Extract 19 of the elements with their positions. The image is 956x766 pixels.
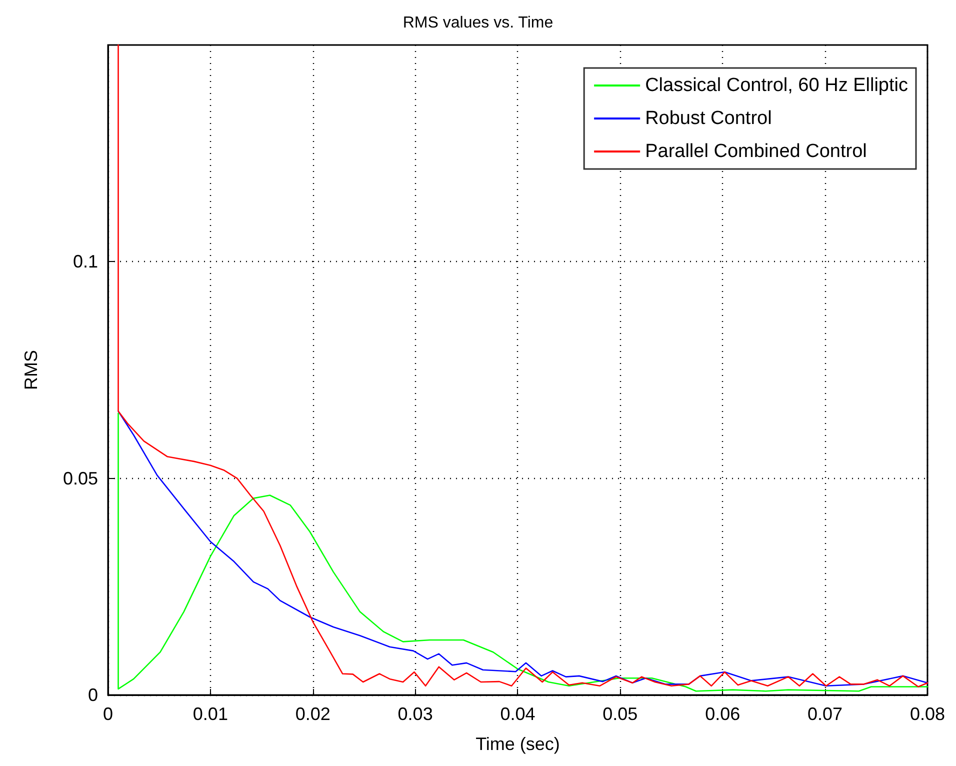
x-tick-label: 0.01 [192, 704, 228, 724]
x-tick-label: 0.04 [500, 704, 536, 724]
x-tick-label: 0.05 [602, 704, 638, 724]
x-tick-label: 0.06 [705, 704, 740, 724]
x-tick-label: 0.03 [398, 704, 433, 724]
y-tick-label: 0 [88, 685, 98, 705]
x-tick-label: 0 [102, 704, 114, 724]
y-axis-title: RMS [21, 350, 41, 390]
chart-title: RMS values vs. Time [402, 14, 554, 32]
y-tick-label: 0.1 [72, 252, 98, 272]
x-tick-label: 0.02 [295, 704, 330, 724]
legend-label: Parallel Combined Control [645, 141, 867, 162]
line-series [118, 44, 928, 688]
x-tick-label: 0.08 [910, 704, 946, 724]
x-tick-label: 0.07 [808, 704, 843, 724]
legend-label: Classical Control, 60 Hz Elliptic [645, 75, 908, 96]
y-tick-label: 0.05 [62, 468, 98, 488]
legend-label: Robust Control [645, 108, 772, 129]
x-axis-title: Time (sec) [476, 734, 560, 754]
